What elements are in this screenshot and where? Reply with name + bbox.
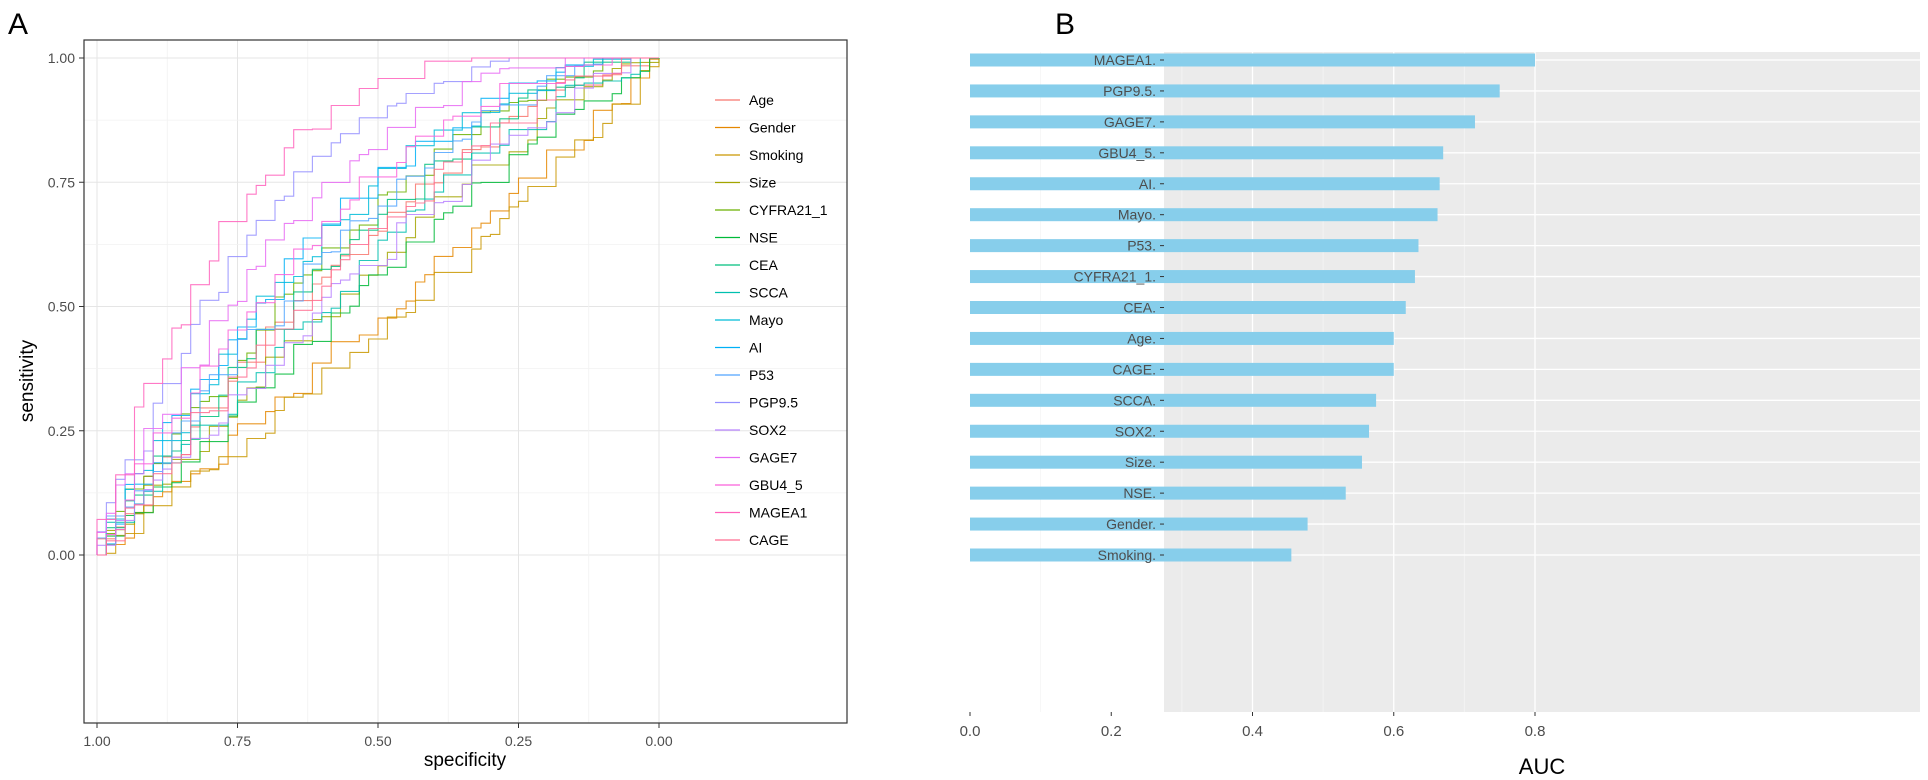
legend-label: SCCA: [749, 285, 789, 301]
bar-category-label: SOX2.: [1115, 423, 1156, 439]
legend-label: Size: [749, 175, 776, 191]
bar-category-label: GAGE7.: [1104, 114, 1156, 130]
bar-category-label: CEA.: [1123, 300, 1156, 316]
bar-category-label: CAGE.: [1112, 361, 1156, 377]
bar-gender: [970, 517, 1308, 531]
legend-label: AI: [749, 340, 762, 356]
bar-mayo: [970, 208, 1438, 222]
bar-category-label: PGP9.5.: [1103, 83, 1156, 99]
bar-category-label: P53.: [1127, 238, 1156, 254]
bar-category-label: CYFRA21_1.: [1074, 269, 1156, 285]
legend-label: MAGEA1: [749, 505, 808, 521]
legend-label: GAGE7: [749, 450, 797, 466]
legend-label: NSE: [749, 230, 778, 246]
roc-ticks: 0.00 0.25 0.50 0.75 1.00 1.00 0.75 0.50 0.25 0.00: [48, 50, 673, 749]
roc-x-tick-label: 0.75: [224, 733, 251, 749]
roc-curves: [96, 57, 660, 556]
roc-x-tick-label: 0.50: [364, 733, 391, 749]
bar-x-tick-label: 0.2: [1101, 723, 1122, 740]
bar-magea1: [970, 53, 1535, 67]
bar-cea: [970, 301, 1406, 314]
roc-curve-cage: [97, 57, 659, 556]
roc-x-axis-title: specificity: [424, 750, 507, 771]
roc-curve-scca: [97, 57, 659, 556]
bar-category-label: SCCA.: [1113, 392, 1156, 408]
bar-category-label: Age.: [1127, 330, 1156, 346]
bar-sox2: [970, 424, 1370, 438]
legend-label: Mayo: [749, 312, 783, 328]
roc-y-axis-title: sensitivity: [17, 339, 38, 422]
roc-plot-background: [84, 40, 847, 723]
roc-curve-gage7: [96, 57, 659, 555]
legend-label: SOX2: [749, 422, 787, 438]
bar-category-label: Size.: [1125, 454, 1156, 470]
bar-smoking: [970, 548, 1292, 562]
legend-label: P53: [749, 367, 774, 383]
roc-curve-magea1: [96, 57, 659, 555]
bar-cyfra21-1: [970, 270, 1415, 284]
roc-y-tick-label: 1.00: [48, 50, 75, 66]
panel-b-label: B: [1055, 8, 1075, 41]
roc-curve-gender: [97, 58, 660, 556]
bar-x-tick-label: 0.0: [960, 723, 981, 740]
roc-curve-nse: [97, 57, 660, 556]
bar-category-label: NSE.: [1123, 485, 1156, 501]
roc-legend: Age Gender Smoking Size CYFRA21_1 NSE CEA SCCA M…: [715, 92, 828, 548]
bar-gbu4-5: [970, 146, 1444, 160]
roc-x-tick-label: 0.25: [505, 733, 532, 749]
legend-label: GBU4_5: [749, 477, 803, 493]
legend-label: Smoking: [749, 147, 803, 163]
bar-plot-background: [1164, 52, 1920, 712]
bar-size: [970, 455, 1362, 469]
bar-category-label: MAGEA1.: [1094, 52, 1156, 68]
roc-curve-smoking: [97, 58, 660, 556]
legend-label: Age: [749, 92, 774, 108]
bar-scca: [970, 393, 1377, 407]
roc-x-tick-label: 0.00: [645, 733, 672, 749]
bar-category-label: Smoking.: [1098, 547, 1156, 563]
legend-label: Gender: [749, 120, 796, 136]
legend-label: CAGE: [749, 532, 789, 548]
roc-y-tick-label: 0.75: [48, 174, 75, 190]
bar-age: [970, 331, 1394, 345]
bar-ticks: MAGEA1. PGP9.5. GAGE7. GBU4_5. AI. Mayo. P53. C…: [960, 52, 1546, 740]
bar-bars: [970, 53, 1535, 562]
roc-y-tick-label: 0.00: [48, 547, 75, 563]
legend-label: CEA: [749, 257, 778, 273]
bar-cage: [970, 362, 1394, 376]
roc-curve-p53: [96, 57, 659, 555]
legend-label: PGP9.5: [749, 395, 798, 411]
bar-x-tick-label: 0.4: [1242, 723, 1263, 740]
bar-x-tick-label: 0.6: [1383, 723, 1404, 740]
roc-plot-border: [83, 39, 848, 724]
roc-curve-mayo: [97, 57, 659, 556]
panel-a-label: A: [8, 8, 28, 41]
bar-ai: [970, 177, 1440, 191]
bar-gage7: [970, 115, 1475, 129]
roc-curve-gbu4-5: [97, 57, 659, 556]
bar-category-label: GBU4_5.: [1098, 145, 1156, 161]
bar-category-label: Gender.: [1106, 516, 1156, 532]
bar-x-axis-title: AUC: [1519, 754, 1566, 779]
legend-label: CYFRA21_1: [749, 202, 828, 218]
roc-y-tick-label: 0.50: [48, 299, 75, 315]
roc-chart: 0.000.250.500.751.001.00 0.75 0.50 0.25 0.00…: [17, 39, 848, 771]
bar-category-label: AI.: [1139, 176, 1156, 192]
bar-x-tick-label: 0.8: [1525, 723, 1546, 740]
roc-curve-size: [97, 58, 660, 556]
bar-pgp9-5: [970, 84, 1500, 98]
bar-nse: [970, 486, 1346, 500]
bar-p53: [970, 239, 1419, 253]
roc-y-tick-label: 0.25: [48, 423, 75, 439]
bar-category-label: Mayo.: [1118, 207, 1156, 223]
auc-bar-chart: MAGEA1. PGP9.5. GAGE7. GBU4_5. AI. Mayo. P53. C…: [960, 52, 1920, 779]
roc-x-tick-label: 1.00: [83, 733, 110, 749]
